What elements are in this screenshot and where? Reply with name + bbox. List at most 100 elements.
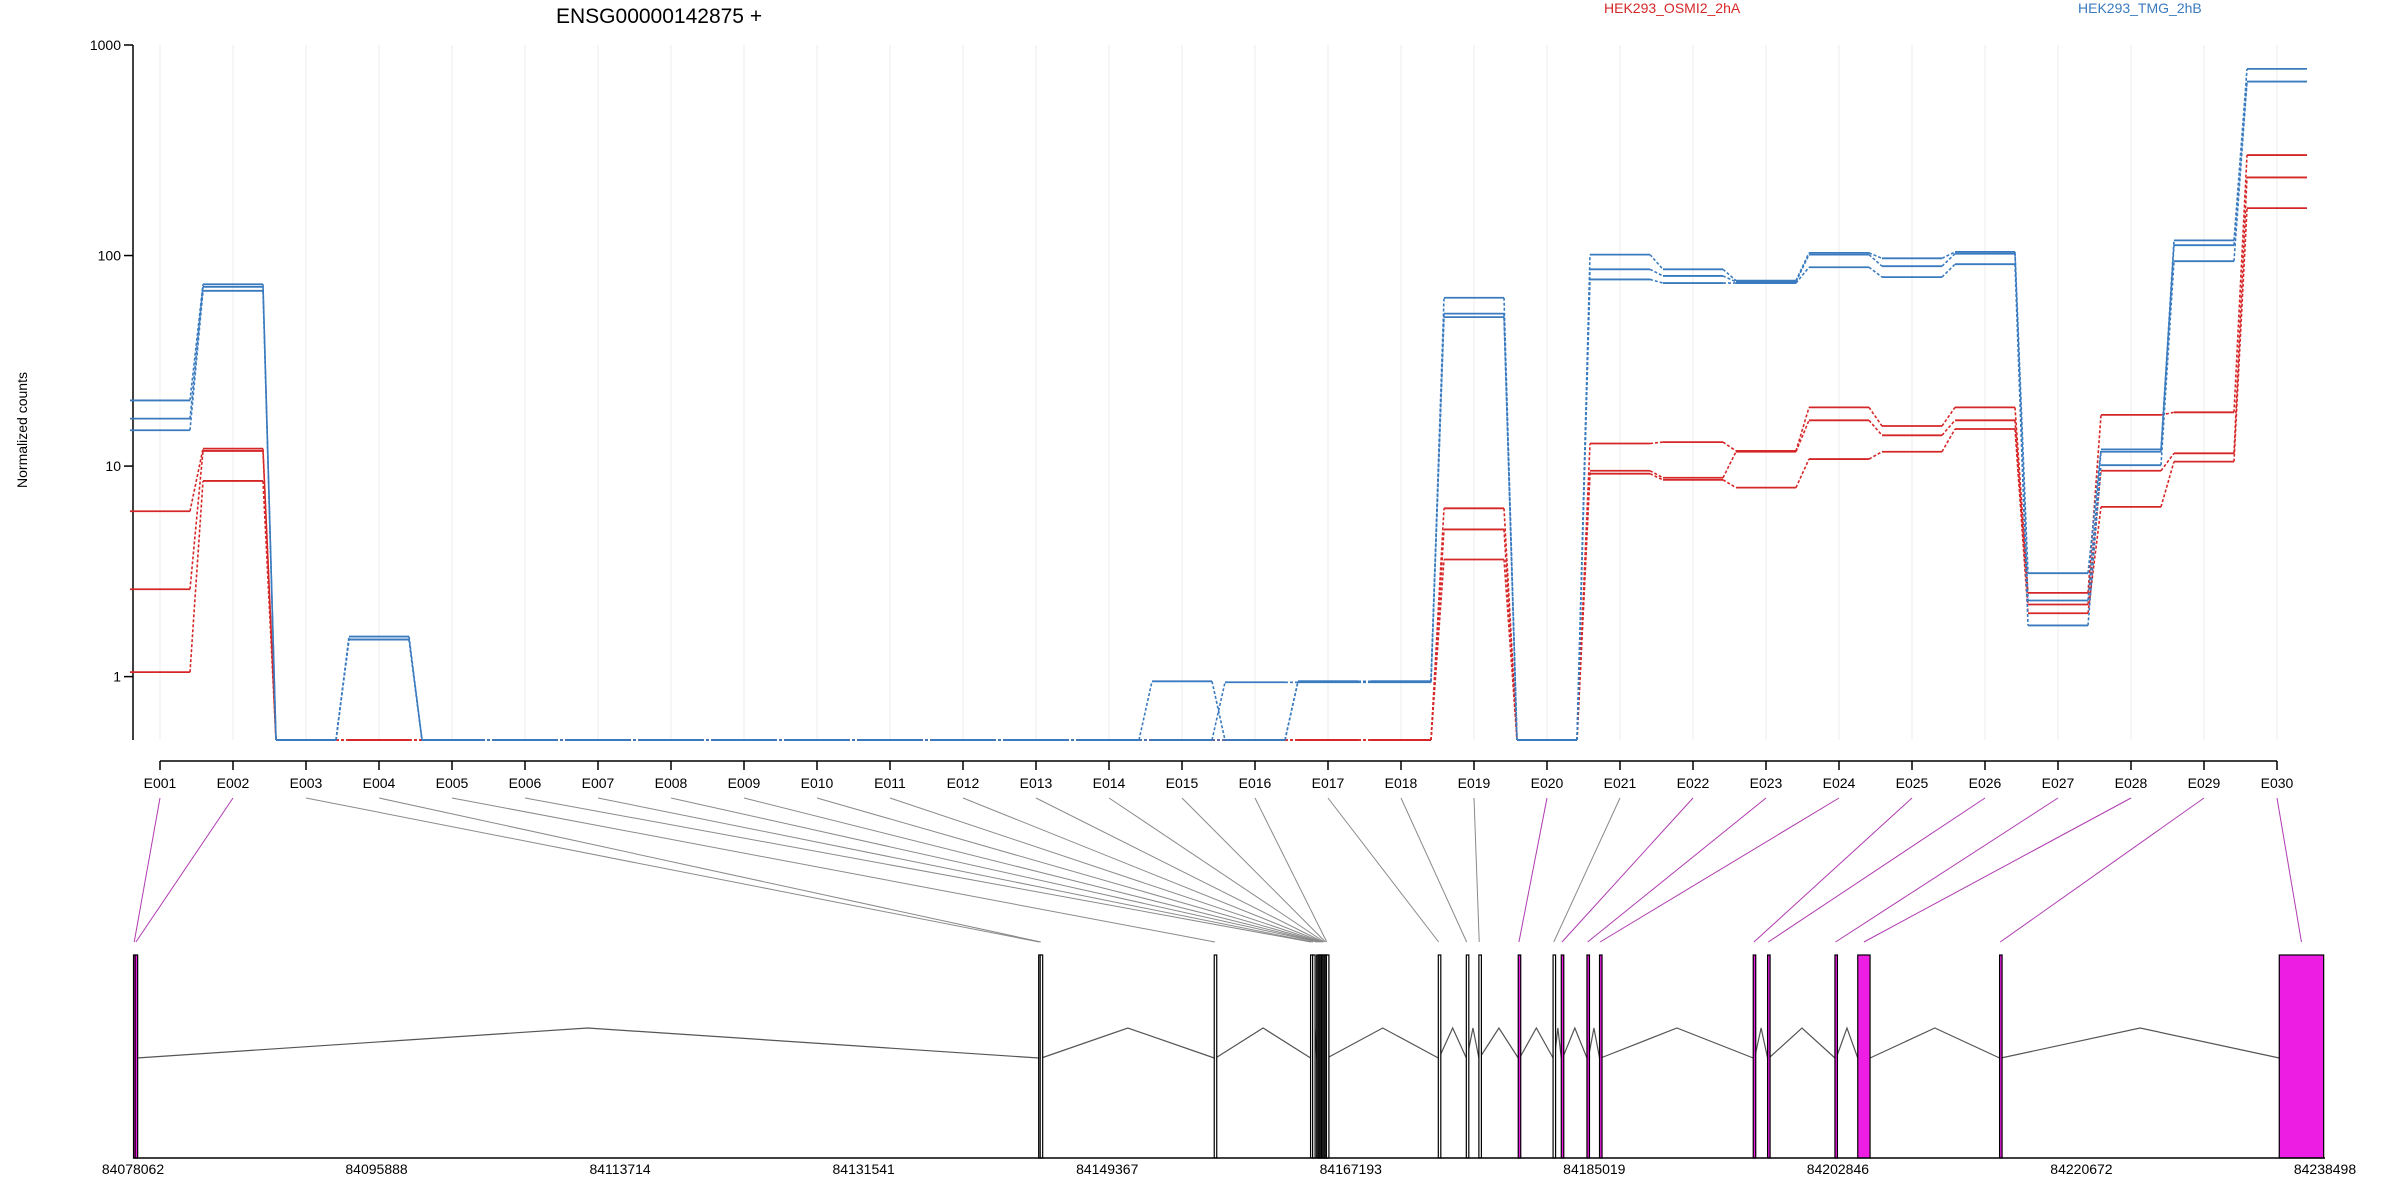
- link-e002: [135, 797, 234, 943]
- connector: [1722, 479, 1737, 489]
- x-tick-label-e013: E013: [1020, 775, 1053, 791]
- x-tick-label-e003: E003: [290, 775, 323, 791]
- connector: [1722, 268, 1737, 282]
- connector: [189, 480, 204, 673]
- exon-e002: [134, 954, 139, 1159]
- intron: [136, 1027, 1039, 1059]
- link-e020: [1518, 797, 1548, 943]
- connector: [1649, 470, 1664, 479]
- exon-e028: [1857, 954, 1871, 1159]
- exon-e025: [1752, 954, 1757, 1159]
- intron: [1438, 1026, 1467, 1059]
- connector: [2160, 261, 2175, 466]
- genomic-tick-label: 84095888: [345, 1161, 408, 1177]
- connector: [2014, 251, 2029, 574]
- connector: [1430, 317, 1445, 682]
- intron: [1562, 1026, 1588, 1059]
- exon-e024: [1598, 954, 1603, 1159]
- connector: [1941, 263, 1956, 278]
- connector: [1649, 472, 1664, 481]
- connector: [335, 639, 350, 741]
- connector: [1868, 254, 1883, 267]
- link-e023: [1587, 797, 1767, 943]
- connector: [1576, 279, 1591, 741]
- connector: [1503, 317, 1518, 741]
- exon-e018: [1465, 954, 1470, 1159]
- series-0-replicate-0: [130, 154, 2307, 741]
- connector: [1284, 681, 1299, 741]
- x-tick-label-e010: E010: [801, 775, 834, 791]
- x-tick-label-e023: E023: [1750, 775, 1783, 791]
- x-tick-label-e025: E025: [1896, 775, 1929, 791]
- intron: [1587, 1027, 1601, 1059]
- connector: [2160, 452, 2175, 472]
- connector: [1941, 428, 1956, 453]
- link-e017: [1327, 797, 1440, 943]
- y-tick-label: 10: [105, 458, 121, 474]
- x-tick-label-e026: E026: [1969, 775, 2002, 791]
- genomic-tick-label: 84220672: [2050, 1161, 2113, 1177]
- connector: [1138, 681, 1153, 741]
- connector: [1722, 451, 1737, 479]
- link-e010: [816, 797, 1320, 943]
- link-e006: [524, 797, 1311, 943]
- connector: [1941, 253, 1956, 267]
- y-axis-label: Normalized counts: [14, 372, 30, 488]
- link-e028: [1863, 797, 2132, 943]
- connector: [1795, 458, 1810, 488]
- connector: [262, 448, 277, 741]
- x-tick-label-e022: E022: [1677, 775, 1710, 791]
- series-0-replicate-2: [130, 207, 2307, 741]
- series-1-replicate-1: [130, 80, 2307, 741]
- x-tick-label-e016: E016: [1239, 775, 1272, 791]
- link-e029: [1999, 797, 2205, 943]
- x-tick-label-e017: E017: [1312, 775, 1345, 791]
- intron: [1326, 1027, 1439, 1059]
- genomic-tick-label: 84167193: [1320, 1161, 1383, 1177]
- connector: [1430, 559, 1445, 741]
- connector: [1868, 252, 1883, 260]
- link-e018: [1400, 797, 1468, 943]
- exon-e021: [1552, 954, 1557, 1159]
- exon-e027: [1834, 954, 1839, 1159]
- x-tick-label-e029: E029: [2188, 775, 2221, 791]
- x-tick-label-e007: E007: [582, 775, 615, 791]
- link-e024: [1599, 797, 1840, 943]
- link-e003: [305, 797, 1040, 943]
- x-tick-label-e004: E004: [363, 775, 396, 791]
- connector: [1576, 473, 1591, 741]
- x-tick-label-e005: E005: [436, 775, 469, 791]
- connector: [262, 480, 277, 741]
- connector: [189, 448, 204, 512]
- genomic-tick-label: 84113714: [589, 1161, 650, 1177]
- connector: [2087, 465, 2102, 626]
- y-tick-label: 1000: [90, 37, 121, 53]
- connector: [1868, 406, 1883, 427]
- connector: [2014, 264, 2029, 626]
- x-tick-label-e019: E019: [1458, 775, 1491, 791]
- connector: [1722, 275, 1737, 283]
- connector: [1649, 268, 1664, 277]
- link-e005: [451, 797, 1216, 943]
- intron: [1754, 1027, 1769, 1059]
- connector: [2233, 208, 2248, 462]
- series-1-replicate-2: [130, 80, 2307, 741]
- connector: [1795, 266, 1810, 284]
- connector: [1795, 419, 1810, 453]
- connector: [2014, 407, 2029, 593]
- link-e016: [1254, 797, 1328, 943]
- exon-e004: [1039, 954, 1044, 1159]
- link-e007: [597, 797, 1314, 943]
- connector: [1649, 278, 1664, 284]
- connector: [1868, 266, 1883, 278]
- genomic-tick-label: 84149367: [1076, 1161, 1139, 1177]
- link-e008: [670, 797, 1318, 943]
- series-0-replicate-1: [130, 176, 2307, 741]
- x-tick-label-e027: E027: [2042, 775, 2075, 791]
- intron: [1519, 1026, 1554, 1059]
- genomic-tick-label: 84238498: [2294, 1161, 2357, 1177]
- connector: [1941, 419, 1956, 436]
- y-tick-label: 1: [113, 669, 121, 685]
- exon-e019: [1478, 954, 1482, 1159]
